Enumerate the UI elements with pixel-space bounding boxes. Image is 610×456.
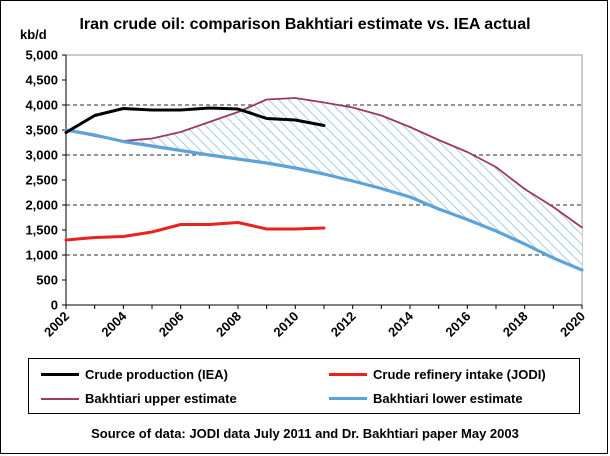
y-tick-label: 2,500 (25, 173, 58, 188)
legend-label-bakhtiari-lower: Bakhtiari lower estimate (373, 391, 523, 406)
y-tick-label: 3,000 (25, 148, 58, 163)
y-tick-label: 4,000 (25, 98, 58, 113)
y-tick-label: 3,500 (25, 123, 58, 138)
crude-production-line (64, 106, 326, 134)
legend-swatch-crude-production (41, 373, 79, 376)
refinery-intake-line (64, 221, 326, 242)
legend-swatch-bakhtiari-lower (329, 397, 367, 400)
legend-label-bakhtiari-upper: Bakhtiari upper estimate (85, 391, 237, 406)
y-tick-label: 5,000 (25, 48, 58, 63)
x-tick-label: 2012 (328, 309, 359, 340)
legend-swatch-refinery-intake (329, 373, 367, 376)
x-tick-label: 2018 (500, 309, 531, 340)
legend-item-bakhtiari-upper: Bakhtiari upper estimate (41, 391, 237, 406)
legend-item-bakhtiari-lower: Bakhtiari lower estimate (329, 391, 523, 406)
source-note: Source of data: JODI data July 2011 and … (91, 426, 519, 441)
legend-label-refinery-intake: Crude refinery intake (JODI) (373, 367, 546, 382)
legend: Crude production (IEA) Crude refinery in… (28, 358, 580, 414)
legend-item-crude-production: Crude production (IEA) (41, 367, 228, 382)
y-tick-label: 4,500 (25, 73, 58, 88)
x-tick-label: 2014 (385, 308, 417, 340)
x-tick-label: 2008 (213, 309, 244, 340)
x-tick-label: 2016 (442, 309, 473, 340)
y-tick-label: 2,000 (25, 198, 58, 213)
x-tick-label: 2020 (557, 309, 588, 340)
x-tick-label: 2004 (98, 308, 130, 340)
estimate-range-shading (66, 98, 582, 270)
legend-swatch-bakhtiari-upper (41, 397, 79, 400)
y-tick-label: 1,000 (25, 248, 58, 263)
x-tick-label: 2002 (41, 309, 72, 340)
x-tick-label: 2010 (270, 309, 301, 340)
y-axis-label: kb/d (20, 27, 47, 42)
bakhtiari-lower-line (64, 128, 584, 272)
x-tick-label: 2006 (156, 309, 187, 340)
bakhtiari-upper-line (65, 97, 583, 229)
y-tick-label: 500 (36, 273, 58, 288)
legend-label-crude-production: Crude production (IEA) (85, 367, 228, 382)
legend-item-refinery-intake: Crude refinery intake (JODI) (329, 367, 546, 382)
y-tick-label: 1,500 (25, 223, 58, 238)
chart-title: Iran crude oil: comparison Bakhtiari est… (79, 16, 531, 33)
y-tick-label: 0 (51, 298, 58, 313)
